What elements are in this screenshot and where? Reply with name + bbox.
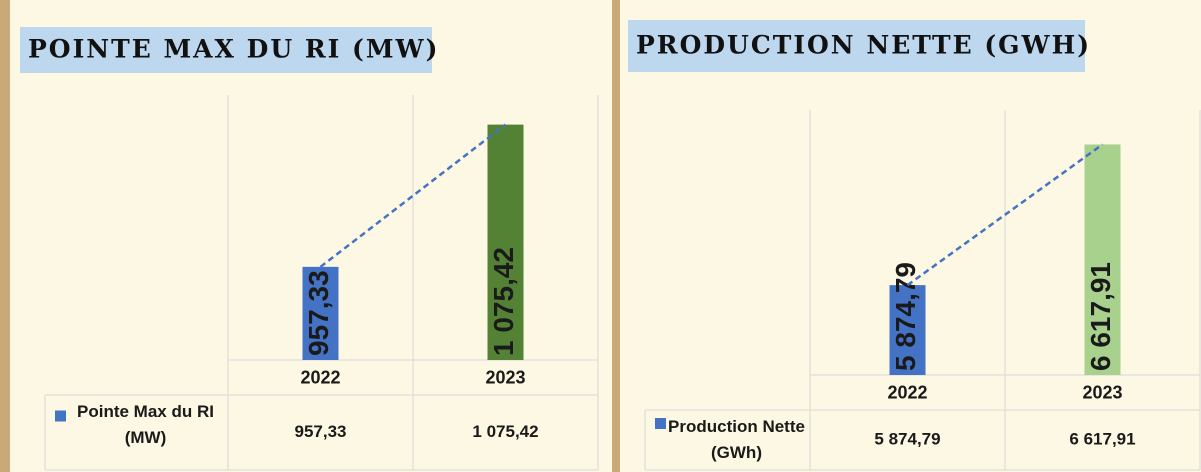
x-tick-label: 2022: [887, 382, 927, 402]
trendline: [319, 123, 507, 268]
table-value: 1 075,42: [472, 422, 538, 441]
table-value: 957,33: [295, 422, 347, 441]
bar: [302, 266, 339, 360]
legend: Production Nette (GWh): [668, 417, 805, 462]
chart-title: PRODUCTION NETTE (GWH): [636, 31, 1091, 60]
bar: [1084, 144, 1121, 375]
x-tick-label: 2023: [485, 367, 525, 387]
value-label: 1 075,42: [488, 247, 519, 356]
chart-title: POINTE MAX DU RI (MW): [28, 35, 439, 64]
legend-label: Production Nette (GWh): [668, 417, 805, 462]
value-label: 957,33: [303, 270, 334, 356]
value-label: 6 617,91: [1085, 262, 1116, 371]
table-value: 5 874,79: [874, 429, 940, 448]
table-value: 6 617,91: [1069, 429, 1135, 448]
trendline: [906, 143, 1104, 287]
bar: [487, 124, 524, 360]
value-label: 5 874,79: [890, 262, 921, 371]
legend-swatch: [55, 410, 66, 422]
x-tick-label: 2023: [1082, 382, 1122, 402]
legend-label: Pointe Max du RI (MW): [77, 402, 214, 447]
legend: Pointe Max du RI (MW): [77, 402, 214, 447]
x-tick-label: 2022: [300, 367, 340, 387]
title-box: [20, 27, 432, 73]
title-box: [628, 20, 1085, 72]
bar: [889, 285, 926, 375]
legend-swatch: [655, 418, 666, 429]
